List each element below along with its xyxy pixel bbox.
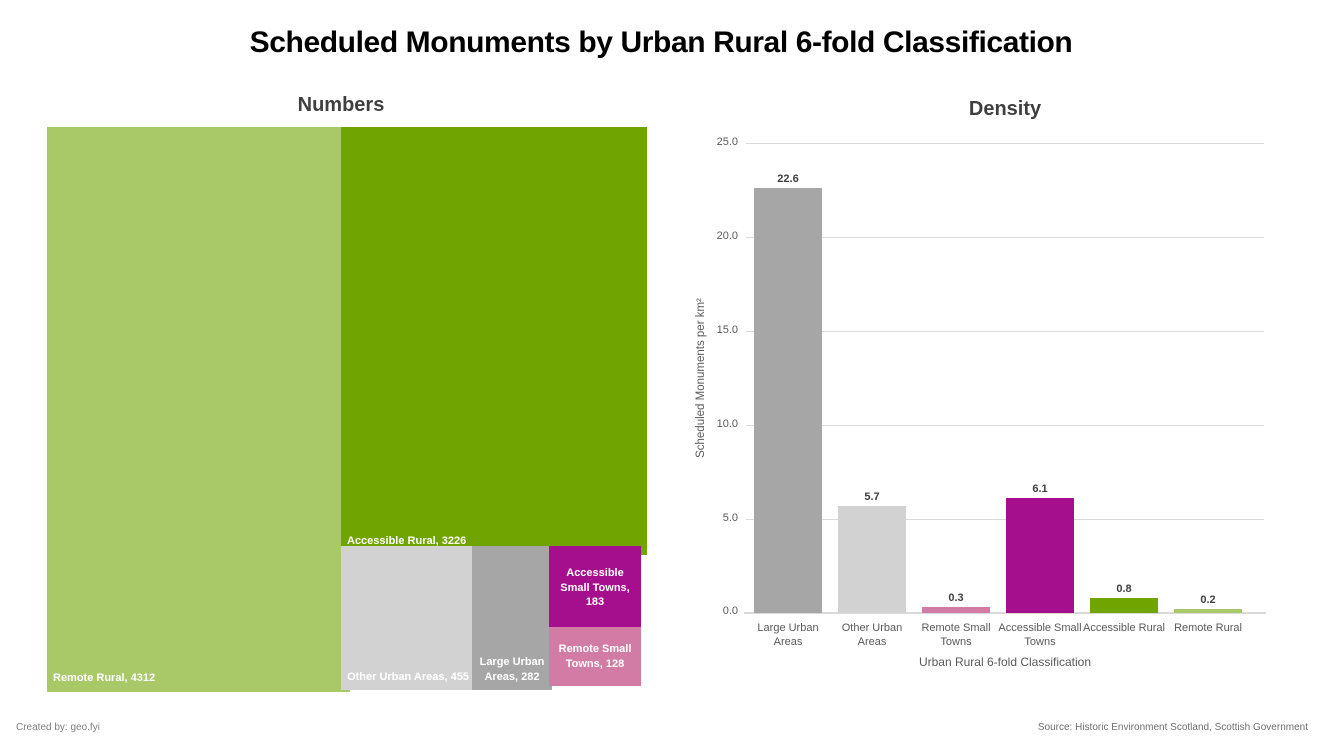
y-tick-10: 10.0	[716, 418, 738, 430]
bar-accessible-small-towns	[1006, 498, 1074, 613]
gridline-10	[746, 425, 1264, 426]
bar-value-label: 0.8	[1116, 582, 1132, 595]
bar-value-label: 0.3	[948, 592, 964, 605]
bar-value-label: 6.1	[1032, 483, 1048, 496]
treemap-cell-accessible-rural: Accessible Rural, 3226	[341, 127, 647, 555]
bar-remote-rural	[1174, 609, 1242, 613]
bar-group-accessible-small-towns: 6.1	[998, 143, 1082, 613]
bar-accessible-rural	[1090, 597, 1158, 613]
bar-group-remote-small-towns: 0.3	[914, 143, 998, 613]
numbers-treemap: Remote Rural, 4312 Accessible Rural, 322…	[47, 127, 647, 692]
x-category-large-urban-areas: Large Urban Areas	[757, 622, 819, 648]
treemap-cell-remote-small-towns: Remote Small Towns, 128	[549, 627, 641, 686]
treemap-cell-accessible-small-towns: Accessible Small Towns, 183	[549, 546, 641, 630]
bar-group-remote-rural: 0.2	[1166, 143, 1250, 613]
treemap-label-large-urban-areas: Large Urban Areas, 282	[479, 656, 545, 684]
x-category-remote-rural: Remote Rural	[1174, 622, 1242, 634]
bar-remote-small-towns	[922, 607, 990, 613]
density-plot-area: 22.6 5.7 0.3 6.1 0.8 0.2	[746, 143, 1264, 613]
gridline-20	[746, 237, 1264, 238]
x-axis-line	[744, 612, 1266, 614]
treemap-cell-large-urban-areas: Large Urban Areas, 282	[472, 546, 552, 690]
y-tick-5: 5.0	[722, 512, 738, 524]
treemap-cell-other-urban-areas: Other Urban Areas, 455	[341, 546, 475, 690]
gridline-25	[746, 143, 1264, 144]
bar-value-label: 22.6	[777, 173, 799, 186]
x-category-accessible-rural: Accessible Rural	[1083, 622, 1165, 634]
created-by-text: Created by: geo.fyi	[16, 722, 100, 733]
treemap-cell-remote-rural: Remote Rural, 4312	[47, 127, 350, 692]
gridline-5	[746, 519, 1264, 520]
treemap-label-remote-small-towns: Remote Small Towns, 128	[558, 642, 632, 670]
x-category-remote-small-towns: Remote Small Towns	[921, 622, 991, 648]
bar-value-label: 0.2	[1200, 594, 1216, 607]
treemap-label-accessible-small-towns: Accessible Small Towns, 183	[560, 566, 630, 609]
y-tick-15: 15.0	[716, 324, 738, 336]
treemap-label-accessible-rural: Accessible Rural, 3226	[347, 535, 467, 548]
bar-large-urban-areas	[754, 188, 822, 613]
page-title: Scheduled Monuments by Urban Rural 6-fol…	[249, 26, 1073, 59]
gridline-15	[746, 331, 1264, 332]
y-tick-20: 20.0	[716, 230, 738, 242]
density-panel-title: Density	[968, 98, 1042, 120]
bar-group-large-urban-areas: 22.6	[746, 143, 830, 613]
y-tick-25: 25.0	[716, 136, 738, 148]
bar-value-label: 5.7	[864, 490, 880, 503]
bar-other-urban-areas	[838, 505, 906, 613]
x-axis-title: Urban Rural 6-fold Classification	[918, 655, 1092, 669]
treemap-label-other-urban-areas: Other Urban Areas, 455	[347, 671, 469, 684]
x-category-other-urban-areas: Other Urban Areas	[841, 622, 903, 648]
source-text: Source: Historic Environment Scotland, S…	[1037, 722, 1308, 733]
numbers-panel-title: Numbers	[297, 94, 385, 116]
y-axis-title: Scheduled Monuments per km²	[695, 298, 707, 458]
bar-group-other-urban-areas: 5.7	[830, 143, 914, 613]
bar-group-accessible-rural: 0.8	[1082, 143, 1166, 613]
treemap-label-remote-rural: Remote Rural, 4312	[53, 672, 156, 685]
y-tick-0: 0.0	[722, 605, 738, 617]
x-category-accessible-small-towns: Accessible Small Towns	[998, 622, 1082, 648]
